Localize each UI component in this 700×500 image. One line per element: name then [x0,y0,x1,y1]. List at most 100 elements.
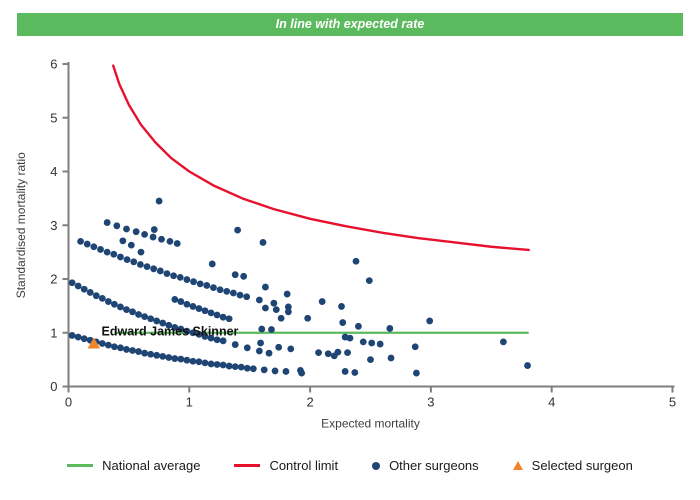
other-surgeon-dot [355,322,362,330]
other-surgeon-dot [141,313,149,321]
other-surgeon-dot [173,240,181,247]
other-surgeon-dot [123,256,131,264]
other-surgeon-dot [171,296,179,303]
other-surgeon-dot [130,258,138,266]
other-surgeon-dot [189,357,197,365]
other-surgeon-dot [283,290,291,298]
legend-label-selected-surgeon: Selected surgeon [531,458,633,473]
other-surgeon-dot [231,363,239,371]
other-surgeon-dot [275,343,283,351]
other-surgeon-dot [129,308,136,316]
other-surgeon-dot [155,197,163,205]
other-surgeon-dot [113,222,121,230]
other-surgeon-dot [171,323,179,331]
other-surgeon-dot [368,339,376,347]
other-surgeon-dot [150,265,158,273]
other-surgeon-dot [411,343,419,351]
other-surgeon-dot [153,317,161,325]
other-surgeon-dot [183,327,191,335]
other-surgeon-dot [158,235,165,243]
legend-label-other-surgeons: Other surgeons [389,458,479,473]
other-surgeon-dot [123,346,130,353]
other-surgeon-dot [330,352,338,360]
other-surgeon-dot [270,299,278,307]
other-surgeon-dot [143,263,151,271]
other-surgeon-dot [201,333,209,340]
y-tick-label: 3 [50,218,57,233]
other-surgeon-dot [150,226,158,233]
other-surgeon-dot [346,334,354,342]
y-tick-label: 2 [50,272,57,287]
other-surgeon-dot [426,317,434,325]
other-surgeon-dot [201,307,209,315]
other-surgeon-dot [129,347,136,354]
other-surgeon-dot [219,337,227,345]
other-surgeon-dot [249,365,257,373]
legend-label-national-average: National average [102,458,201,473]
other-surgeon-dot [207,309,215,317]
other-surgeon-dot [237,363,245,371]
other-surgeon-dot [265,349,273,357]
other-surgeon-dot [159,319,167,327]
other-surgeon-dot [304,314,312,322]
status-banner: In line with expected rate [17,13,683,36]
other-surgeon-dot [271,367,279,375]
y-tick-label: 6 [50,57,57,72]
other-surgeon-dot [208,260,216,268]
other-surgeon-dot [183,356,191,364]
y-tick-label: 0 [50,379,57,394]
other-surgeon-dot [352,257,360,265]
other-surgeon-dot [86,289,94,296]
x-tick-label: 5 [669,395,676,410]
other-surgeon-dot [189,329,197,337]
other-surgeon-dot [210,284,217,291]
other-surgeon-dot [365,277,373,285]
national-average-line-swatch [67,464,94,467]
other-surgeon-dot [98,294,106,302]
other-surgeon-dot [213,361,221,368]
other-surgeon-dot [229,289,237,297]
other-surgeon-dot [259,239,267,246]
legend-item-selected-surgeon: Selected surgeon [512,458,633,473]
other-surgeon-dot [123,225,130,233]
other-surgeon-dot [177,355,185,363]
other-surgeon-dot [318,298,326,305]
other-surgeon-dot [344,349,351,357]
other-surgeon-dot [351,369,359,376]
other-surgeon-dot [277,314,285,322]
other-surgeon-dot [111,300,118,308]
control-limit-line-swatch [234,464,261,467]
other-surgeon-dot [147,350,155,358]
other-surgeon-dot [255,347,263,355]
other-surgeon-dot [74,333,82,341]
other-surgeon-dot [170,272,177,280]
legend-item-national-average: National average [67,458,200,473]
other-surgeon-dot [262,283,269,291]
other-surgeon-dot [135,311,142,318]
other-surgeon-dot [156,267,164,275]
other-surgeon-dot [141,230,149,238]
other-surgeon-dot [190,278,197,286]
other-surgeon-dot [258,325,266,333]
other-surgeon-dot [77,237,84,245]
legend-item-control-limit: Control limit [234,458,338,473]
legend-label-control-limit: Control limit [269,458,339,473]
other-surgeon-dot [203,282,211,289]
control-limit-curve [111,64,530,252]
other-surgeon-dot [216,286,224,294]
other-surgeon-dot [282,368,290,375]
x-tick-label: 4 [548,395,555,410]
other-surgeon-dot [359,338,367,346]
other-surgeon-dot [195,358,203,366]
other-surgeon-dot [177,325,185,333]
other-surgeon-dot [80,285,88,293]
x-tick-label: 1 [186,395,193,410]
other-surgeon-dot [90,243,98,251]
other-surgeon-dot [297,366,304,374]
other-surgeon-dot [262,304,269,312]
other-surgeon-dot [132,228,140,236]
status-banner-text: In line with expected rate [275,17,425,31]
other-surgeon-dot [165,354,173,361]
other-surgeon-dot [284,303,292,311]
other-surgeon-dot [284,308,292,316]
